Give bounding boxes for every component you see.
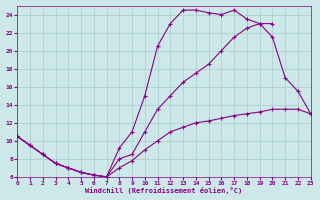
X-axis label: Windchill (Refroidissement éolien,°C): Windchill (Refroidissement éolien,°C): [85, 187, 243, 194]
